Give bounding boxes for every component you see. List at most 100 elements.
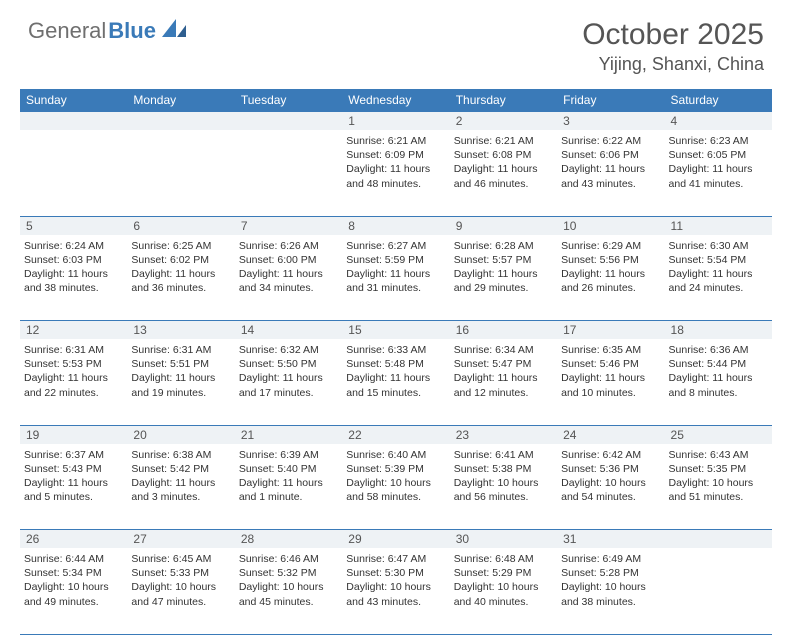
sunrise-text: Sunrise: 6:45 AM	[131, 552, 230, 566]
day-cell	[20, 130, 127, 216]
day-header: Thursday	[450, 89, 557, 112]
sunset-text: Sunset: 5:38 PM	[454, 462, 553, 476]
day-number: 30	[456, 532, 551, 546]
day-number: 23	[456, 428, 551, 442]
sunset-text: Sunset: 5:28 PM	[561, 566, 660, 580]
daylight-text: Daylight: 11 hours and 19 minutes.	[131, 371, 230, 399]
day-details: Sunrise: 6:45 AMSunset: 5:33 PMDaylight:…	[131, 552, 230, 609]
sunset-text: Sunset: 6:06 PM	[561, 148, 660, 162]
day-details: Sunrise: 6:27 AMSunset: 5:59 PMDaylight:…	[346, 239, 445, 296]
daylight-text: Daylight: 10 hours and 58 minutes.	[346, 476, 445, 504]
day-details: Sunrise: 6:43 AMSunset: 5:35 PMDaylight:…	[669, 448, 768, 505]
day-cell: Sunrise: 6:32 AMSunset: 5:50 PMDaylight:…	[235, 339, 342, 425]
sunset-text: Sunset: 5:50 PM	[239, 357, 338, 371]
day-cell: Sunrise: 6:47 AMSunset: 5:30 PMDaylight:…	[342, 548, 449, 634]
day-details: Sunrise: 6:47 AMSunset: 5:30 PMDaylight:…	[346, 552, 445, 609]
sunrise-text: Sunrise: 6:36 AM	[669, 343, 768, 357]
daytext-row: Sunrise: 6:21 AMSunset: 6:09 PMDaylight:…	[20, 130, 772, 216]
daynum-row: 12131415161718	[20, 321, 772, 340]
daytext-row: Sunrise: 6:24 AMSunset: 6:03 PMDaylight:…	[20, 235, 772, 321]
daynum-row: 1234	[20, 112, 772, 131]
day-cell: Sunrise: 6:24 AMSunset: 6:03 PMDaylight:…	[20, 235, 127, 321]
day-number-cell: 1	[342, 112, 449, 131]
day-header: Saturday	[665, 89, 772, 112]
daylight-text: Daylight: 11 hours and 31 minutes.	[346, 267, 445, 295]
day-details: Sunrise: 6:46 AMSunset: 5:32 PMDaylight:…	[239, 552, 338, 609]
sunrise-text: Sunrise: 6:23 AM	[669, 134, 768, 148]
sunrise-text: Sunrise: 6:30 AM	[669, 239, 768, 253]
day-number-cell: 24	[557, 425, 664, 444]
sunset-text: Sunset: 5:34 PM	[24, 566, 123, 580]
sunset-text: Sunset: 5:36 PM	[561, 462, 660, 476]
sunset-text: Sunset: 6:00 PM	[239, 253, 338, 267]
sunrise-text: Sunrise: 6:31 AM	[131, 343, 230, 357]
sunset-text: Sunset: 6:03 PM	[24, 253, 123, 267]
sunrise-text: Sunrise: 6:48 AM	[454, 552, 553, 566]
daylight-text: Daylight: 11 hours and 29 minutes.	[454, 267, 553, 295]
day-number-cell: 20	[127, 425, 234, 444]
sunrise-text: Sunrise: 6:41 AM	[454, 448, 553, 462]
daylight-text: Daylight: 11 hours and 3 minutes.	[131, 476, 230, 504]
daylight-text: Daylight: 11 hours and 24 minutes.	[669, 267, 768, 295]
day-cell: Sunrise: 6:36 AMSunset: 5:44 PMDaylight:…	[665, 339, 772, 425]
sunset-text: Sunset: 5:30 PM	[346, 566, 445, 580]
day-number-cell: 16	[450, 321, 557, 340]
daynum-row: 567891011	[20, 216, 772, 235]
day-details: Sunrise: 6:28 AMSunset: 5:57 PMDaylight:…	[454, 239, 553, 296]
day-cell: Sunrise: 6:22 AMSunset: 6:06 PMDaylight:…	[557, 130, 664, 216]
day-number: 4	[671, 114, 766, 128]
sunset-text: Sunset: 6:09 PM	[346, 148, 445, 162]
day-number: 12	[26, 323, 121, 337]
day-number: 21	[241, 428, 336, 442]
day-cell	[665, 548, 772, 634]
daylight-text: Daylight: 11 hours and 48 minutes.	[346, 162, 445, 190]
daylight-text: Daylight: 11 hours and 12 minutes.	[454, 371, 553, 399]
sunset-text: Sunset: 5:57 PM	[454, 253, 553, 267]
daylight-text: Daylight: 10 hours and 56 minutes.	[454, 476, 553, 504]
daylight-text: Daylight: 11 hours and 22 minutes.	[24, 371, 123, 399]
day-details: Sunrise: 6:48 AMSunset: 5:29 PMDaylight:…	[454, 552, 553, 609]
day-number-cell: 9	[450, 216, 557, 235]
sunrise-text: Sunrise: 6:24 AM	[24, 239, 123, 253]
day-number: 24	[563, 428, 658, 442]
daytext-row: Sunrise: 6:44 AMSunset: 5:34 PM Daylight:…	[20, 548, 772, 634]
sunset-text: Sunset: 5:33 PM	[131, 566, 230, 580]
day-cell: Sunrise: 6:33 AMSunset: 5:48 PMDaylight:…	[342, 339, 449, 425]
sunset-text: Sunset: 5:39 PM	[346, 462, 445, 476]
day-details: Sunrise: 6:40 AMSunset: 5:39 PMDaylight:…	[346, 448, 445, 505]
daylight-text: Daylight: 10 hours and 54 minutes.	[561, 476, 660, 504]
daylight-text: Daylight: 11 hours and 26 minutes.	[561, 267, 660, 295]
day-cell: Sunrise: 6:25 AMSunset: 6:02 PMDaylight:…	[127, 235, 234, 321]
day-details: Sunrise: 6:36 AMSunset: 5:44 PMDaylight:…	[669, 343, 768, 400]
sunrise-text: Sunrise: 6:40 AM	[346, 448, 445, 462]
month-title: October 2025	[582, 18, 764, 52]
calendar-table: SundayMondayTuesdayWednesdayThursdayFrid…	[20, 89, 772, 635]
day-details: Sunrise: 6:24 AMSunset: 6:03 PMDaylight:…	[24, 239, 123, 296]
day-number-cell: 27	[127, 530, 234, 549]
daytext-row: Sunrise: 6:37 AMSunset: 5:43 PMDaylight:…	[20, 444, 772, 530]
sunset-text: Sunset: 6:05 PM	[669, 148, 768, 162]
sunset-text: Sunset: 5:40 PM	[239, 462, 338, 476]
day-number: 6	[133, 219, 228, 233]
daylight-text: Daylight: 10 hours and 43 minutes.	[346, 580, 445, 608]
day-number: 20	[133, 428, 228, 442]
day-details: Sunrise: 6:25 AMSunset: 6:02 PMDaylight:…	[131, 239, 230, 296]
day-number: 28	[241, 532, 336, 546]
day-details: Sunrise: 6:44 AMSunset: 5:34 PMDaylight:…	[24, 552, 123, 609]
daylight-text: Daylight: 11 hours and 43 minutes.	[561, 162, 660, 190]
sunrise-text: Sunrise: 6:32 AM	[239, 343, 338, 357]
daylight-text: Daylight: 11 hours and 38 minutes.	[24, 267, 123, 295]
day-number-cell	[127, 112, 234, 131]
day-number-cell: 29	[342, 530, 449, 549]
day-cell: Sunrise: 6:35 AMSunset: 5:46 PMDaylight:…	[557, 339, 664, 425]
sunrise-text: Sunrise: 6:38 AM	[131, 448, 230, 462]
daylight-text: Daylight: 10 hours and 45 minutes.	[239, 580, 338, 608]
day-number: 3	[563, 114, 658, 128]
day-cell: Sunrise: 6:29 AMSunset: 5:56 PMDaylight:…	[557, 235, 664, 321]
day-cell: Sunrise: 6:46 AMSunset: 5:32 PMDaylight:…	[235, 548, 342, 634]
sunrise-text: Sunrise: 6:29 AM	[561, 239, 660, 253]
sunrise-text: Sunrise: 6:44 AM	[24, 552, 123, 566]
sunrise-text: Sunrise: 6:22 AM	[561, 134, 660, 148]
day-number: 16	[456, 323, 551, 337]
day-number-cell: 15	[342, 321, 449, 340]
